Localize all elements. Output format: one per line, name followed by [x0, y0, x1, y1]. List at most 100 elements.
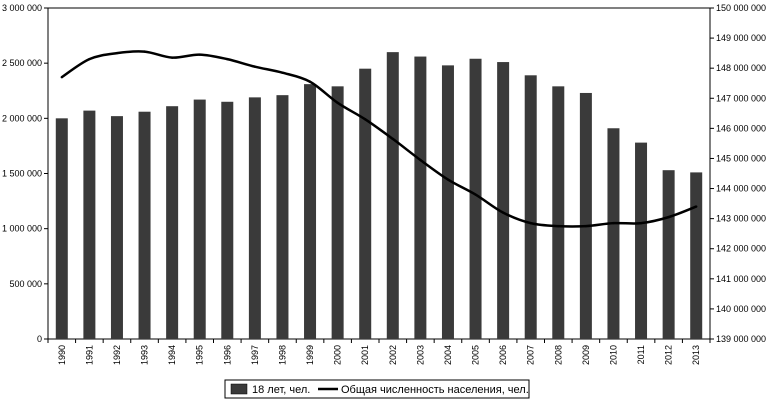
x-tick-label: 2007 [526, 345, 536, 365]
bar-2008 [552, 86, 565, 339]
x-tick-label: 1997 [250, 345, 260, 365]
legend-box [224, 379, 530, 399]
right-tick-label: 144 000 000 [716, 184, 766, 194]
x-tick-label: 2010 [608, 345, 618, 365]
x-tick-label: 2006 [498, 345, 508, 365]
bar-2013 [690, 172, 703, 339]
left-tick-label: 500 000 [9, 279, 42, 289]
right-tick-label: 150 000 000 [716, 3, 766, 13]
bar-1992 [110, 116, 123, 339]
bar-2001 [359, 68, 372, 340]
bar-2010 [607, 128, 620, 339]
line-point-2005 [474, 193, 477, 196]
line-point-2009 [584, 224, 588, 228]
bar-1995 [193, 99, 206, 339]
line-point-1998 [281, 71, 284, 74]
right-tick-label: 142 000 000 [716, 244, 766, 254]
line-point-1999 [308, 80, 312, 83]
bars-group [55, 52, 703, 340]
bar-2000 [331, 86, 344, 339]
legend-label-bar: 18 лет, чел. [252, 384, 310, 396]
right-tick-label: 148 000 000 [716, 63, 766, 73]
line-point-1996 [226, 57, 229, 61]
x-tick-label: 1999 [305, 345, 315, 365]
bar-2002 [386, 52, 399, 339]
line-point-1992 [115, 51, 119, 55]
bar-2011 [635, 142, 648, 339]
left-axis: 0 500 000 1 000 000 1 500 000 2 000 000 2 500… [2, 3, 48, 344]
bar-2004 [441, 65, 454, 340]
right-tick-label: 141 000 000 [716, 274, 766, 284]
bar-1990 [55, 118, 68, 339]
left-tick-label: 3 000 000 [2, 3, 42, 13]
line-point-2006 [501, 211, 505, 214]
bar-2003 [414, 56, 427, 340]
line-point-2010 [612, 221, 615, 225]
left-tick-label: 0 [37, 334, 42, 344]
line-point-2003 [419, 158, 422, 162]
x-tick-label: 2009 [581, 345, 591, 365]
bar-2005 [469, 58, 482, 339]
x-tick-label: 2004 [443, 345, 453, 365]
bar-1994 [166, 106, 179, 339]
right-tick-label: 145 000 000 [716, 153, 766, 163]
line-point-1995 [198, 53, 201, 56]
x-tick-label: 1992 [112, 345, 122, 365]
bar-2006 [497, 62, 510, 340]
x-tick-label: 1998 [277, 345, 287, 365]
x-tick-label: 1993 [140, 345, 150, 365]
x-tick-label: 2003 [415, 345, 425, 365]
x-tick-label: 1995 [195, 345, 205, 365]
line-point-2008 [557, 224, 560, 228]
right-tick-label: 140 000 000 [716, 304, 766, 314]
line-point-2002 [391, 137, 394, 141]
x-tick-label: 1990 [57, 345, 67, 365]
legend-label-line: Общая численность населения, чел. [341, 384, 529, 396]
line-point-2000 [336, 101, 339, 104]
plot-area [47, 7, 711, 340]
x-tick-label: 1996 [222, 345, 232, 365]
x-tick-label: 2000 [333, 345, 343, 365]
line-point-2007 [529, 221, 532, 225]
right-tick-label: 149 000 000 [716, 33, 766, 43]
left-tick-label: 1 000 000 [2, 224, 42, 234]
legend: 18 лет, чел. Общая численность населения… [224, 379, 530, 399]
x-tick-label: 2012 [664, 345, 674, 365]
bar-1997 [248, 97, 261, 340]
left-tick-label: 2 500 000 [2, 58, 42, 68]
left-tick-label: 1 500 000 [2, 169, 42, 179]
bar-1998 [276, 95, 289, 339]
line-point-2004 [446, 178, 450, 181]
bar-2007 [524, 75, 537, 340]
right-tick-label: 143 000 000 [716, 214, 766, 224]
x-tick-label: 1994 [167, 345, 177, 365]
line-point-1994 [170, 56, 174, 59]
x-tick-label: 1991 [84, 345, 94, 365]
bar-1993 [138, 111, 151, 340]
line-point-1997 [253, 65, 257, 68]
x-tick-label: 2002 [388, 345, 398, 365]
x-tick-label: 2011 [636, 345, 646, 364]
x-axis: 1990 1991 1992 1993 1994 1995 1996 1997 1998 1999… [47, 339, 711, 365]
x-tick-label: 2005 [471, 345, 481, 365]
line-point-2012 [667, 215, 670, 219]
legend-swatch-bar [230, 383, 248, 395]
line-point-1993 [143, 50, 146, 53]
bar-1999 [304, 84, 317, 339]
bar-1991 [83, 110, 96, 339]
right-tick-label: 139 000 000 [716, 334, 766, 344]
x-tick-label: 2008 [553, 345, 563, 365]
right-axis: 139 000 000 140 000 000 141 000 000 142 000… [710, 3, 766, 344]
line-point-2013 [695, 205, 698, 208]
bar-2009 [579, 92, 592, 340]
line-point-2001 [364, 118, 367, 121]
line-layer [60, 50, 698, 228]
right-tick-label: 146 000 000 [716, 123, 766, 133]
bar-1996 [221, 101, 234, 339]
bar-2012 [662, 170, 675, 339]
x-tick-label: 2001 [360, 345, 370, 365]
line-point-1990 [60, 76, 63, 79]
series-line-population [61, 50, 697, 228]
right-tick-label: 147 000 000 [716, 93, 766, 103]
